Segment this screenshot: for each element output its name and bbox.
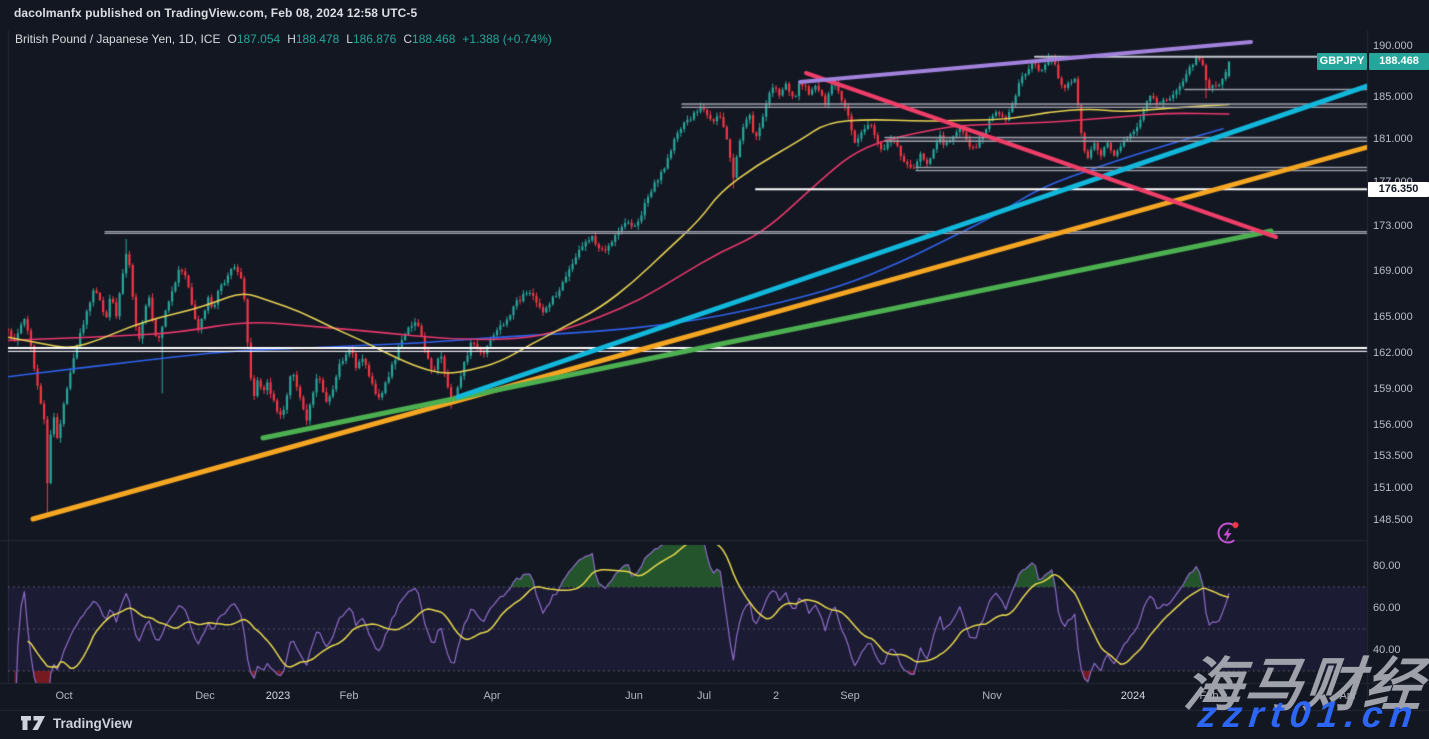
time-axis-label: Nov [982, 690, 1002, 702]
time-axis-label: Jul [696, 690, 712, 702]
high-value: 188.478 [295, 32, 340, 46]
rsi-axis-label: 40.00 [1373, 644, 1401, 656]
price-axis-label: 185.000 [1373, 91, 1413, 104]
price-axis-label: 173.000 [1373, 220, 1413, 233]
tradingview-logo-text: TradingView [53, 715, 133, 731]
open-label: O [227, 32, 237, 46]
close-label: C [403, 32, 413, 46]
time-axis-label: Oct [55, 690, 73, 702]
time-axis-label: Dec [195, 690, 215, 702]
attribution-text: dacolmanfx published on TradingView.com,… [14, 6, 418, 20]
time-axis-label: Feb [1199, 690, 1219, 702]
price-axis-label: 165.000 [1373, 311, 1413, 324]
time-axis-label: Apr [1339, 690, 1357, 702]
time-axis-label: 2024 [1120, 690, 1146, 702]
symbol-price-tag-name: GBPJPY [1317, 53, 1367, 71]
tradingview-logo[interactable]: TradingView [20, 714, 132, 732]
time-axis-label: Feb [339, 690, 359, 702]
price-axis-label: 153.500 [1373, 450, 1413, 463]
price-axis-label: 162.000 [1373, 346, 1413, 359]
flash-circle [1217, 522, 1239, 544]
open-value: 187.054 [236, 32, 281, 46]
time-axis-label: 2 [772, 690, 780, 702]
lightning-bolt-icon [1223, 527, 1232, 542]
low-value: 186.876 [352, 32, 397, 46]
time-axis-label: Jun [625, 690, 643, 702]
watermark-url: zzrt01.cn [1195, 694, 1422, 735]
change-value: +1.388 (+0.74%) [462, 32, 552, 46]
price-axis-label: 151.000 [1373, 481, 1413, 494]
notification-dot [1232, 522, 1239, 528]
symbol-title: British Pound / Japanese Yen, 1D, ICE [15, 32, 221, 46]
time-axis-label: 2023 [265, 690, 291, 702]
rsi-axis-label: 80.00 [1373, 560, 1401, 572]
time-axis-label: Apr [483, 690, 501, 702]
low-label: L [346, 32, 353, 46]
symbol-legend[interactable]: British Pound / Japanese Yen, 1D, ICE O18… [15, 32, 552, 46]
idea-flash-icon[interactable] [1213, 517, 1243, 547]
symbol-price-tag-value: 188.468 [1369, 53, 1429, 71]
high-label: H [287, 32, 296, 46]
price-axis-label: 169.000 [1373, 265, 1413, 278]
price-axis-label: 148.500 [1373, 513, 1413, 526]
level-price-tag: 176.350 [1368, 181, 1429, 197]
price-axis-label: 156.000 [1373, 419, 1413, 432]
time-axis-label: Sep [840, 690, 860, 702]
tradingview-logo-icon [21, 716, 45, 730]
price-axis-label: 190.000 [1373, 40, 1413, 52]
price-axis-label: 181.000 [1373, 133, 1413, 146]
rsi-axis-label: 60.00 [1373, 602, 1401, 614]
price-axis-label: 159.000 [1373, 382, 1413, 395]
close-value: 188.468 [412, 32, 456, 46]
